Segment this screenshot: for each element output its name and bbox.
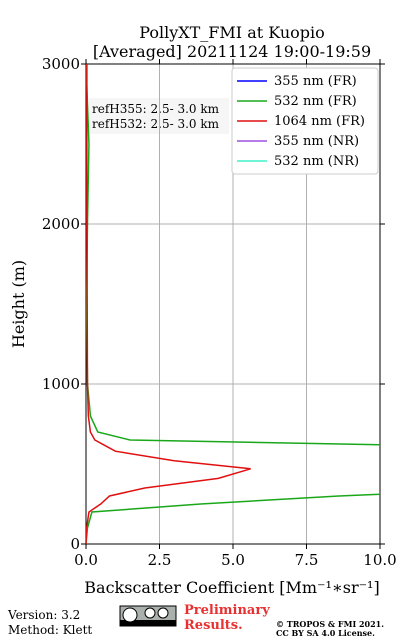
legend-label: 532 nm (NR): [274, 154, 359, 169]
preliminary: Preliminary: [184, 603, 270, 618]
cc-logo: [119, 605, 177, 627]
x-axis-label: Backscatter Coefficient [Mm⁻¹∗sr⁻¹]: [84, 578, 379, 597]
x-tick-label: 0.0: [74, 551, 98, 569]
legend-label: 355 nm (FR): [274, 74, 357, 89]
x-tick-label: 7.5: [295, 551, 319, 569]
preliminary: Results.: [184, 618, 243, 633]
y-tick-label: 3000: [42, 55, 80, 73]
legend-label: 532 nm (FR): [274, 94, 357, 109]
annotation: refH355: 2.5- 3.0 km: [92, 102, 220, 116]
legend-label: 355 nm (NR): [274, 134, 359, 149]
copyright: © TROPOS & FMI 2021.: [276, 619, 384, 629]
y-tick-label: 0: [70, 535, 80, 553]
x-tick-label: 5.0: [221, 551, 245, 569]
y-tick-label: 2000: [42, 215, 80, 233]
method: Method: Klett: [8, 623, 92, 637]
annotation: refH532: 2.5- 3.0 km: [92, 117, 220, 131]
chart-title: PollyXT_FMI at Kuopio: [139, 23, 325, 42]
chart-title: [Averaged] 20211124 19:00-19:59: [93, 42, 371, 61]
y-tick-label: 1000: [42, 375, 80, 393]
profile-line: [86, 64, 251, 544]
x-tick-label: 10.0: [363, 551, 396, 569]
copyright: CC BY SA 4.0 License.: [276, 628, 375, 638]
x-tick-label: 2.5: [148, 551, 172, 569]
y-axis-label: Height (m): [9, 260, 28, 348]
legend-label: 1064 nm (FR): [274, 114, 365, 129]
version: Version: 3.2: [7, 608, 80, 622]
plot-area: [86, 64, 380, 544]
legend-box: [231, 67, 379, 175]
